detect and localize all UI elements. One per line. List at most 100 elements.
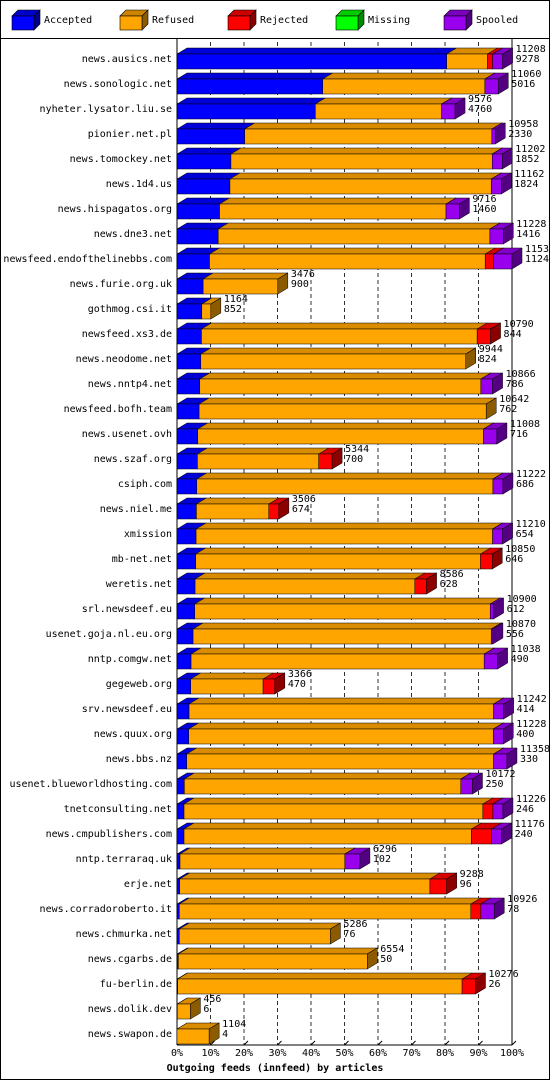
bar-segment xyxy=(315,103,442,120)
x-tick-label: 30% xyxy=(268,1048,286,1059)
bar-segment xyxy=(209,253,486,270)
total-label: 11176 xyxy=(515,819,545,830)
bar-top xyxy=(194,547,492,555)
bar-segment xyxy=(483,653,498,670)
y-tick-label: erje.net xyxy=(124,879,172,890)
bar-segment xyxy=(176,653,192,670)
total-label: 10958 xyxy=(508,119,538,130)
total-label: 10276 xyxy=(488,969,518,980)
accepted-label: 556 xyxy=(506,629,524,640)
legend-label: Spooled xyxy=(476,15,518,26)
bar-segment xyxy=(202,278,279,295)
legend-label: Rejected xyxy=(260,15,308,26)
bar-top xyxy=(179,847,356,855)
bar-segment xyxy=(179,853,346,870)
bar-top xyxy=(243,122,503,130)
bar-side xyxy=(278,497,290,520)
y-tick-label: srv.newsdeef.eu xyxy=(82,704,172,715)
legend-swatch xyxy=(11,15,35,31)
bar-segment xyxy=(198,403,487,420)
bar-side xyxy=(503,722,514,745)
bar-segment xyxy=(445,203,460,220)
x-tick-label: 20% xyxy=(235,1048,253,1059)
bar-segment xyxy=(483,428,498,445)
bar-side xyxy=(502,147,513,170)
bar-top xyxy=(176,972,473,980)
bar-top xyxy=(188,697,505,705)
bar-segment xyxy=(470,903,482,920)
bar-segment xyxy=(183,828,472,845)
bar-segment xyxy=(176,203,220,220)
bar-segment xyxy=(480,378,493,395)
accepted-label: 414 xyxy=(517,704,535,715)
total-label: 11226 xyxy=(516,794,546,805)
bar-segment xyxy=(176,603,196,620)
total-label: 3476 xyxy=(291,269,315,280)
total-label: 11532 xyxy=(525,244,550,255)
y-tick-label: srl.newsdeef.eu xyxy=(82,604,172,615)
bar-top xyxy=(202,272,289,280)
bar-segment xyxy=(441,103,456,120)
bar-top xyxy=(194,572,426,580)
bar-side xyxy=(208,1022,220,1045)
bar-segment xyxy=(229,178,492,195)
y-tick-label: news.cgarbs.de xyxy=(88,954,172,965)
bar-top xyxy=(230,147,504,155)
bar-segment xyxy=(491,128,496,145)
y-tick-label: usenet.blueworldhosting.com xyxy=(9,779,172,790)
total-label: 9944 xyxy=(479,344,503,355)
bar-top xyxy=(198,372,492,380)
bar-segment xyxy=(492,53,503,70)
bar-side xyxy=(502,472,514,495)
bar-segment xyxy=(244,128,493,145)
total-label: 6554 xyxy=(380,944,404,955)
bar-segment xyxy=(429,878,447,895)
bar-side xyxy=(503,697,514,720)
bar-side xyxy=(497,647,508,670)
accepted-label: 612 xyxy=(507,604,525,615)
x-tick-label: 10% xyxy=(201,1048,219,1059)
bar-side xyxy=(511,247,523,270)
y-tick-label: news.szaf.org xyxy=(94,454,172,465)
chart-title: Outgoing feeds (innfeed) by articles xyxy=(167,1062,384,1074)
bar-segment xyxy=(480,903,495,920)
bar-segment xyxy=(484,253,494,270)
bar-side xyxy=(274,672,286,695)
bar-top xyxy=(178,872,441,880)
x-tick-label: 40% xyxy=(302,1048,320,1059)
total-label: 6296 xyxy=(373,844,397,855)
accepted-label: 686 xyxy=(516,479,534,490)
bar-top xyxy=(178,897,482,905)
bar-side xyxy=(446,872,457,895)
bar-segment xyxy=(176,453,198,470)
bar-segment xyxy=(183,803,484,820)
bar-side xyxy=(426,572,437,595)
bar-segment xyxy=(322,78,486,95)
total-label: 11008 xyxy=(510,419,540,430)
accepted-label: 762 xyxy=(499,404,517,415)
total-label: 5286 xyxy=(343,919,367,930)
total-label: 11038 xyxy=(511,644,541,655)
accepted-label: 2330 xyxy=(508,129,532,140)
bar-segment xyxy=(197,428,484,445)
accepted-label: 250 xyxy=(485,779,503,790)
bar-side xyxy=(492,372,503,395)
bar-top xyxy=(176,72,334,80)
bar-segment xyxy=(176,128,245,145)
x-tick xyxy=(277,1040,282,1046)
y-tick-label: newsfeed.bofh.team xyxy=(64,404,172,415)
bar-segment xyxy=(176,303,203,320)
bar-side xyxy=(502,522,513,545)
accepted-label: 716 xyxy=(510,429,528,440)
accepted-label: 646 xyxy=(505,554,523,565)
bar-segment xyxy=(492,728,504,745)
bar-segment xyxy=(491,828,502,845)
accepted-label: 76 xyxy=(343,929,355,940)
accepted-label: 700 xyxy=(345,454,363,465)
y-tick-label: news.tomockey.net xyxy=(70,154,172,165)
total-label: 1164 xyxy=(224,294,248,305)
bar-segment xyxy=(176,1028,210,1045)
total-label: 5344 xyxy=(345,444,369,455)
